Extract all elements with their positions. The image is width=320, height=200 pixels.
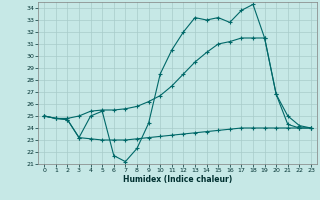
X-axis label: Humidex (Indice chaleur): Humidex (Indice chaleur) — [123, 175, 232, 184]
